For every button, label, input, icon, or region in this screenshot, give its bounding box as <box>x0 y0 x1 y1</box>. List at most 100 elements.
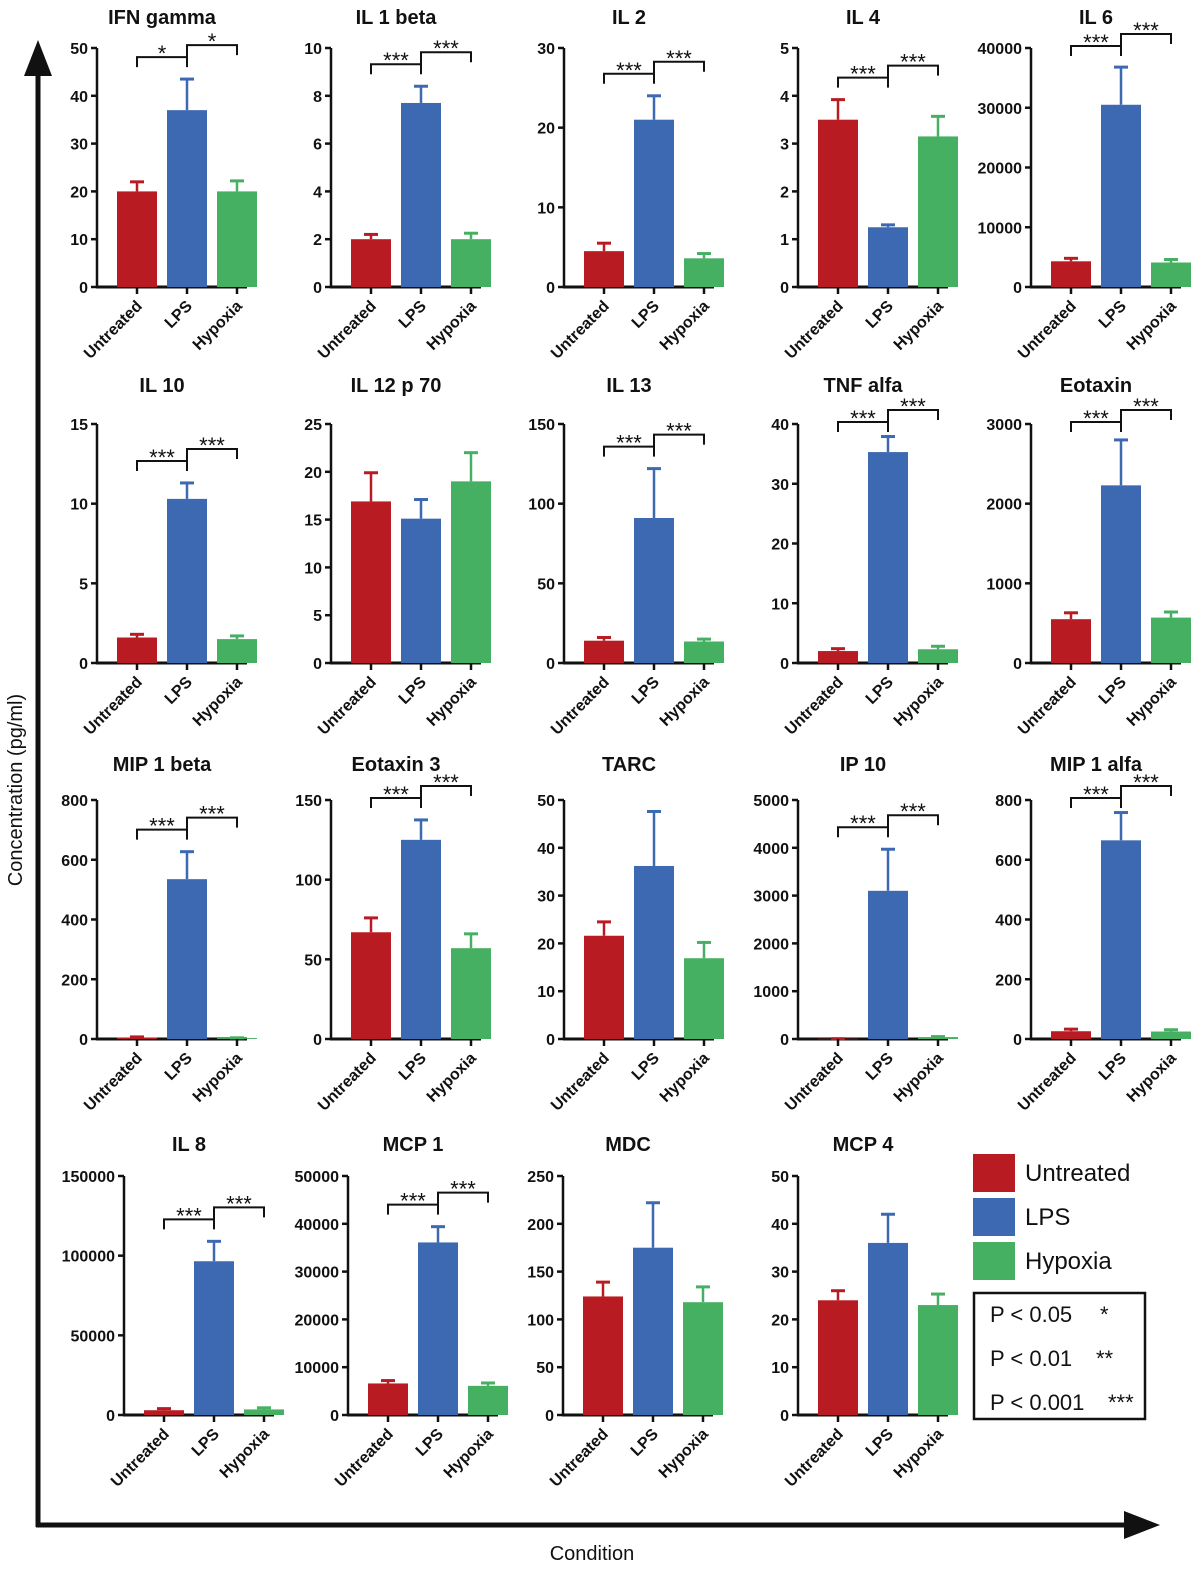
legend-label-hypoxia: Hypoxia <box>1025 1248 1112 1275</box>
panel-title: IL 12 p 70 <box>351 375 442 397</box>
bar-lps <box>1101 485 1141 663</box>
x-tick-label-untreated: Untreated <box>315 674 380 739</box>
sig-legend-label-3: P < 0.001 <box>990 1390 1084 1415</box>
bar-hypoxia <box>684 958 724 1039</box>
x-tick-label-untreated: Untreated <box>548 674 613 739</box>
x-tick-label-hypoxia: Hypoxia <box>190 298 246 354</box>
x-tick-label-lps: LPS <box>162 298 196 332</box>
y-tick-label: 8 <box>313 89 322 106</box>
significance-bracket-untreated-lps <box>136 828 188 840</box>
y-tick-label: 5 <box>313 608 322 625</box>
legend-label-lps: LPS <box>1025 1204 1070 1231</box>
panel-title: IL 10 <box>139 375 184 397</box>
y-tick-label: 50 <box>537 576 555 593</box>
x-tick-label-untreated: Untreated <box>108 1426 173 1491</box>
bar-untreated <box>351 501 391 663</box>
bar-hypoxia <box>451 948 491 1039</box>
significance-marker-untreated-lps: *** <box>850 811 876 836</box>
significance-bracket-untreated-lps <box>837 421 889 432</box>
significance-bracket-lps-hypoxia <box>186 447 238 461</box>
y-tick-label: 150 <box>527 1265 554 1282</box>
x-tick-label-untreated: Untreated <box>315 1050 380 1115</box>
x-tick-label-untreated: Untreated <box>1015 298 1080 363</box>
y-tick-label: 25 <box>304 417 322 434</box>
y-tick-label: 1 <box>780 232 789 249</box>
y-tick-label: 250 <box>527 1169 554 1186</box>
significance-marker-lps-hypoxia: * <box>208 29 217 54</box>
y-tick-label: 100 <box>527 1312 554 1329</box>
y-axis-arrow-icon <box>24 40 52 76</box>
bar-lps <box>633 1247 673 1415</box>
significance-bracket-lps-hypoxia <box>887 814 939 828</box>
y-tick-label: 2000 <box>753 936 789 953</box>
y-tick-label: 0 <box>313 280 322 297</box>
bar-hypoxia <box>684 641 724 663</box>
y-tick-label: 0 <box>1013 1032 1022 1049</box>
bar-hypoxia <box>683 1302 723 1415</box>
significance-marker-lps-hypoxia: *** <box>1133 18 1159 43</box>
y-tick-label: 30 <box>771 1265 789 1282</box>
bar-untreated <box>818 119 858 287</box>
y-tick-label: 400 <box>61 913 88 930</box>
significance-marker-untreated-lps: * <box>158 41 167 66</box>
legend-item-lps: LPS <box>973 1198 1070 1236</box>
y-tick-label: 50000 <box>71 1328 116 1345</box>
x-tick-label-untreated: Untreated <box>782 298 847 363</box>
significance-legend: P < 0.05 * P < 0.01 ** P < 0.001 *** <box>972 1291 1147 1421</box>
y-tick-label: 40 <box>70 89 88 106</box>
significance-marker-lps-hypoxia: *** <box>1133 394 1159 419</box>
y-tick-label: 4000 <box>753 841 789 858</box>
x-tick-label-hypoxia: Hypoxia <box>424 674 480 730</box>
bar-hypoxia <box>684 258 724 287</box>
y-tick-label: 10 <box>70 232 88 249</box>
x-tick-label-hypoxia: Hypoxia <box>190 1050 246 1106</box>
y-tick-label: 15 <box>304 513 322 530</box>
panel-title: TNF alfa <box>824 375 904 397</box>
x-tick-label-untreated: Untreated <box>782 674 847 739</box>
x-tick-label-hypoxia: Hypoxia <box>217 1426 273 1482</box>
y-tick-label: 0 <box>1013 656 1022 673</box>
bar-hypoxia <box>217 639 257 663</box>
y-tick-label: 0 <box>313 1032 322 1049</box>
legend: Untreated LPS Hypoxia P < 0.05 * P < 0.0… <box>972 1154 1147 1421</box>
y-tick-label: 40 <box>771 1217 789 1234</box>
bar-hypoxia <box>244 1409 284 1415</box>
bar-lps <box>1101 840 1141 1039</box>
x-tick-label-lps: LPS <box>628 1426 662 1460</box>
y-tick-label: 600 <box>61 853 88 870</box>
x-tick-label-untreated: Untreated <box>548 298 613 363</box>
significance-marker-untreated-lps: *** <box>1083 406 1109 431</box>
panel-title: MDC <box>605 1134 651 1156</box>
x-tick-label-hypoxia: Hypoxia <box>891 674 947 730</box>
sig-legend-marker-3: *** <box>1108 1390 1134 1415</box>
y-tick-label: 600 <box>995 853 1022 870</box>
x-tick-label-hypoxia: Hypoxia <box>441 1426 497 1482</box>
y-tick-label: 20000 <box>295 1312 340 1329</box>
significance-bracket-lps-hypoxia <box>887 64 939 78</box>
bar-untreated <box>368 1383 408 1415</box>
significance-bracket-lps-hypoxia <box>213 1206 265 1220</box>
bar-lps <box>868 890 908 1039</box>
y-tick-label: 2 <box>313 232 322 249</box>
bar-untreated <box>351 932 391 1039</box>
y-tick-label: 5000 <box>753 793 789 810</box>
x-tick-label-untreated: Untreated <box>548 1050 613 1115</box>
x-tick-label-lps: LPS <box>863 298 897 332</box>
significance-marker-untreated-lps: *** <box>400 1189 426 1214</box>
legend-swatch-lps <box>973 1198 1015 1236</box>
x-tick-label-hypoxia: Hypoxia <box>1124 298 1180 354</box>
bar-hypoxia <box>468 1385 508 1415</box>
y-tick-label: 3000 <box>753 889 789 906</box>
y-tick-label: 15 <box>70 417 88 434</box>
y-tick-label: 20 <box>771 1312 789 1329</box>
significance-marker-untreated-lps: *** <box>1083 30 1109 55</box>
y-tick-label: 10 <box>771 1360 789 1377</box>
significance-marker-lps-hypoxia: *** <box>433 770 459 795</box>
bar-lps <box>418 1242 458 1415</box>
sig-legend-label-2: P < 0.01 <box>990 1346 1072 1371</box>
y-tick-label: 20 <box>771 537 789 554</box>
